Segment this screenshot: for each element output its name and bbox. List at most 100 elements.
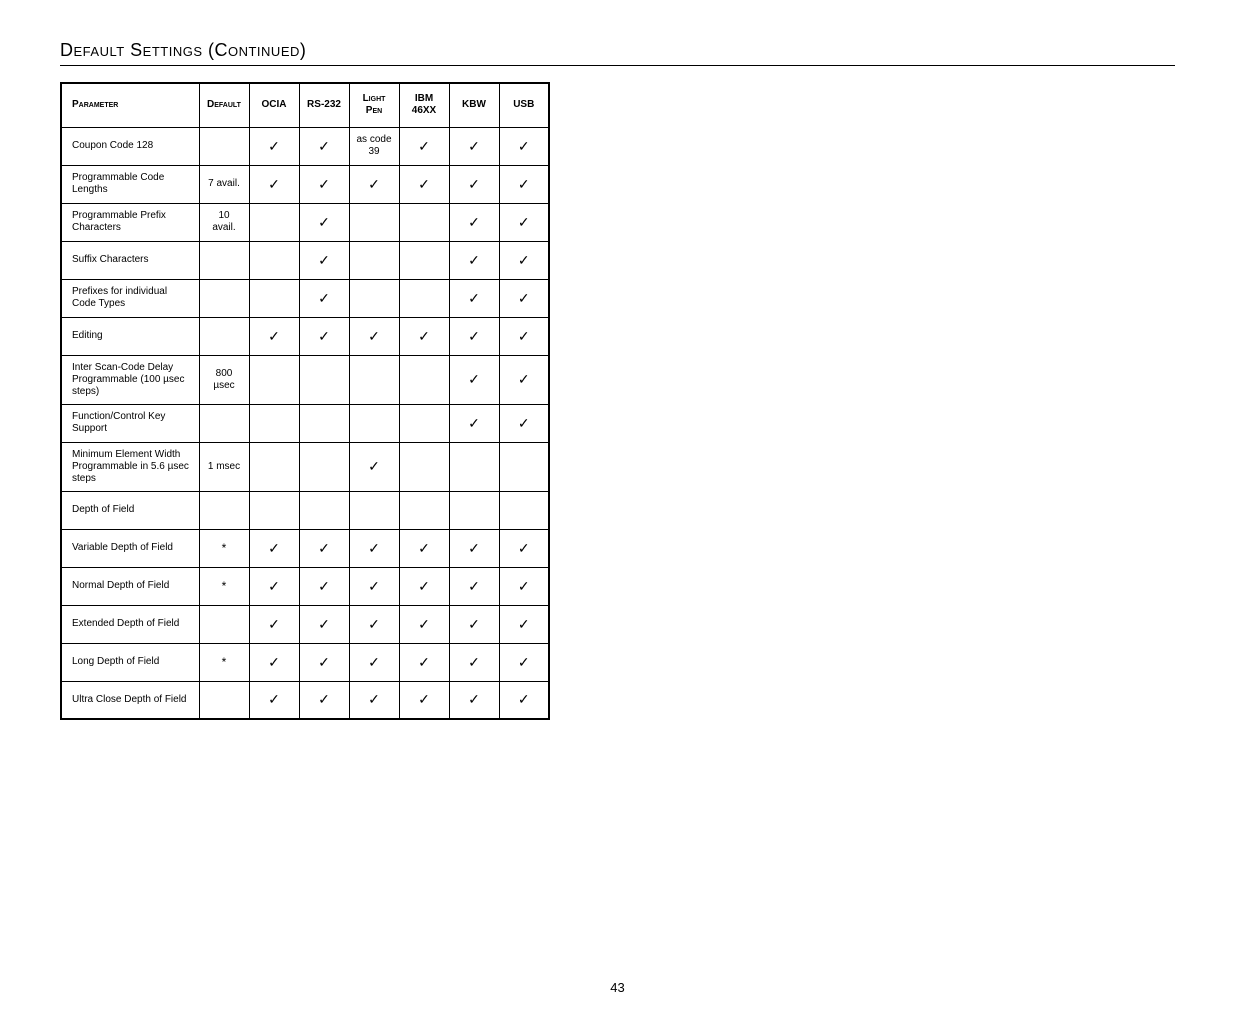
cell-lightpen: ✓	[349, 605, 399, 643]
cell-rs232: ✓	[299, 567, 349, 605]
cell-lightpen	[349, 404, 399, 442]
header-ocia: OCIA	[249, 83, 299, 127]
cell-parameter: Ultra Close Depth of Field	[61, 681, 199, 719]
cell-default	[199, 127, 249, 165]
cell-ocia: ✓	[249, 643, 299, 681]
check-icon: ✓	[318, 138, 330, 154]
cell-ibm46xx	[399, 491, 449, 529]
cell-lightpen: ✓	[349, 442, 399, 491]
check-icon: ✓	[368, 540, 380, 556]
cell-default: *	[199, 529, 249, 567]
cell-ibm46xx: ✓	[399, 567, 449, 605]
cell-ibm46xx	[399, 355, 449, 404]
cell-lightpen: as code 39	[349, 127, 399, 165]
cell-parameter: Suffix Characters	[61, 241, 199, 279]
cell-lightpen: ✓	[349, 567, 399, 605]
table-row: Coupon Code 128✓✓as code 39✓✓✓	[61, 127, 549, 165]
star-icon: *	[222, 541, 227, 555]
cell-ocia	[249, 203, 299, 241]
check-icon: ✓	[318, 176, 330, 192]
check-icon: ✓	[518, 415, 530, 431]
cell-kbw	[449, 491, 499, 529]
cell-parameter: Normal Depth of Field	[61, 567, 199, 605]
cell-rs232: ✓	[299, 643, 349, 681]
cell-lightpen: ✓	[349, 643, 399, 681]
star-icon: *	[222, 655, 227, 669]
cell-kbw: ✓	[449, 643, 499, 681]
cell-usb: ✓	[499, 605, 549, 643]
cell-ibm46xx: ✓	[399, 681, 449, 719]
table-row: Long Depth of Field*✓✓✓✓✓✓	[61, 643, 549, 681]
cell-rs232: ✓	[299, 605, 349, 643]
cell-ocia: ✓	[249, 529, 299, 567]
cell-ocia: ✓	[249, 681, 299, 719]
header-kbw: KBW	[449, 83, 499, 127]
cell-parameter: Prefixes for individual Code Types	[61, 279, 199, 317]
check-icon: ✓	[468, 578, 480, 594]
check-icon: ✓	[318, 578, 330, 594]
cell-rs232	[299, 404, 349, 442]
cell-kbw: ✓	[449, 279, 499, 317]
settings-table: Parameter Default OCIA RS-232 Light Pen …	[60, 82, 550, 720]
cell-ocia	[249, 241, 299, 279]
cell-ocia: ✓	[249, 165, 299, 203]
cell-ocia: ✓	[249, 567, 299, 605]
header-parameter: Parameter	[61, 83, 199, 127]
cell-usb: ✓	[499, 279, 549, 317]
check-icon: ✓	[468, 371, 480, 387]
cell-ibm46xx: ✓	[399, 605, 449, 643]
cell-default	[199, 404, 249, 442]
cell-default: 800 µsec	[199, 355, 249, 404]
check-icon: ✓	[268, 138, 280, 154]
table-row: Depth of Field	[61, 491, 549, 529]
cell-lightpen: ✓	[349, 317, 399, 355]
check-icon: ✓	[368, 458, 380, 474]
cell-rs232: ✓	[299, 203, 349, 241]
table-row: Extended Depth of Field✓✓✓✓✓✓	[61, 605, 549, 643]
cell-ibm46xx: ✓	[399, 529, 449, 567]
cell-ibm46xx: ✓	[399, 643, 449, 681]
check-icon: ✓	[418, 540, 430, 556]
cell-lightpen: ✓	[349, 681, 399, 719]
check-icon: ✓	[468, 616, 480, 632]
cell-parameter: Programmable Code Lengths	[61, 165, 199, 203]
cell-lightpen: ✓	[349, 165, 399, 203]
table-row: Prefixes for individual Code Types✓✓✓	[61, 279, 549, 317]
cell-rs232: ✓	[299, 317, 349, 355]
cell-parameter: Depth of Field	[61, 491, 199, 529]
check-icon: ✓	[368, 328, 380, 344]
cell-rs232: ✓	[299, 529, 349, 567]
cell-rs232	[299, 491, 349, 529]
cell-default	[199, 317, 249, 355]
cell-kbw: ✓	[449, 529, 499, 567]
cell-default: *	[199, 643, 249, 681]
cell-usb: ✓	[499, 567, 549, 605]
check-icon: ✓	[318, 214, 330, 230]
cell-usb: ✓	[499, 165, 549, 203]
cell-ocia: ✓	[249, 605, 299, 643]
table-body: Coupon Code 128✓✓as code 39✓✓✓Programmab…	[61, 127, 549, 719]
cell-ibm46xx: ✓	[399, 317, 449, 355]
check-icon: ✓	[318, 654, 330, 670]
page-title: Default Settings (Continued)	[60, 40, 1175, 66]
check-icon: ✓	[318, 616, 330, 632]
check-icon: ✓	[468, 252, 480, 268]
check-icon: ✓	[268, 176, 280, 192]
table-row: Normal Depth of Field*✓✓✓✓✓✓	[61, 567, 549, 605]
cell-default: 1 msec	[199, 442, 249, 491]
table-row: Suffix Characters✓✓✓	[61, 241, 549, 279]
cell-default	[199, 605, 249, 643]
check-icon: ✓	[368, 176, 380, 192]
cell-ibm46xx	[399, 203, 449, 241]
check-icon: ✓	[468, 654, 480, 670]
check-icon: ✓	[368, 691, 380, 707]
cell-ocia: ✓	[249, 127, 299, 165]
cell-rs232: ✓	[299, 127, 349, 165]
cell-usb: ✓	[499, 529, 549, 567]
cell-default	[199, 279, 249, 317]
check-icon: ✓	[468, 328, 480, 344]
cell-parameter: Long Depth of Field	[61, 643, 199, 681]
cell-parameter: Editing	[61, 317, 199, 355]
header-default: Default	[199, 83, 249, 127]
check-icon: ✓	[368, 578, 380, 594]
